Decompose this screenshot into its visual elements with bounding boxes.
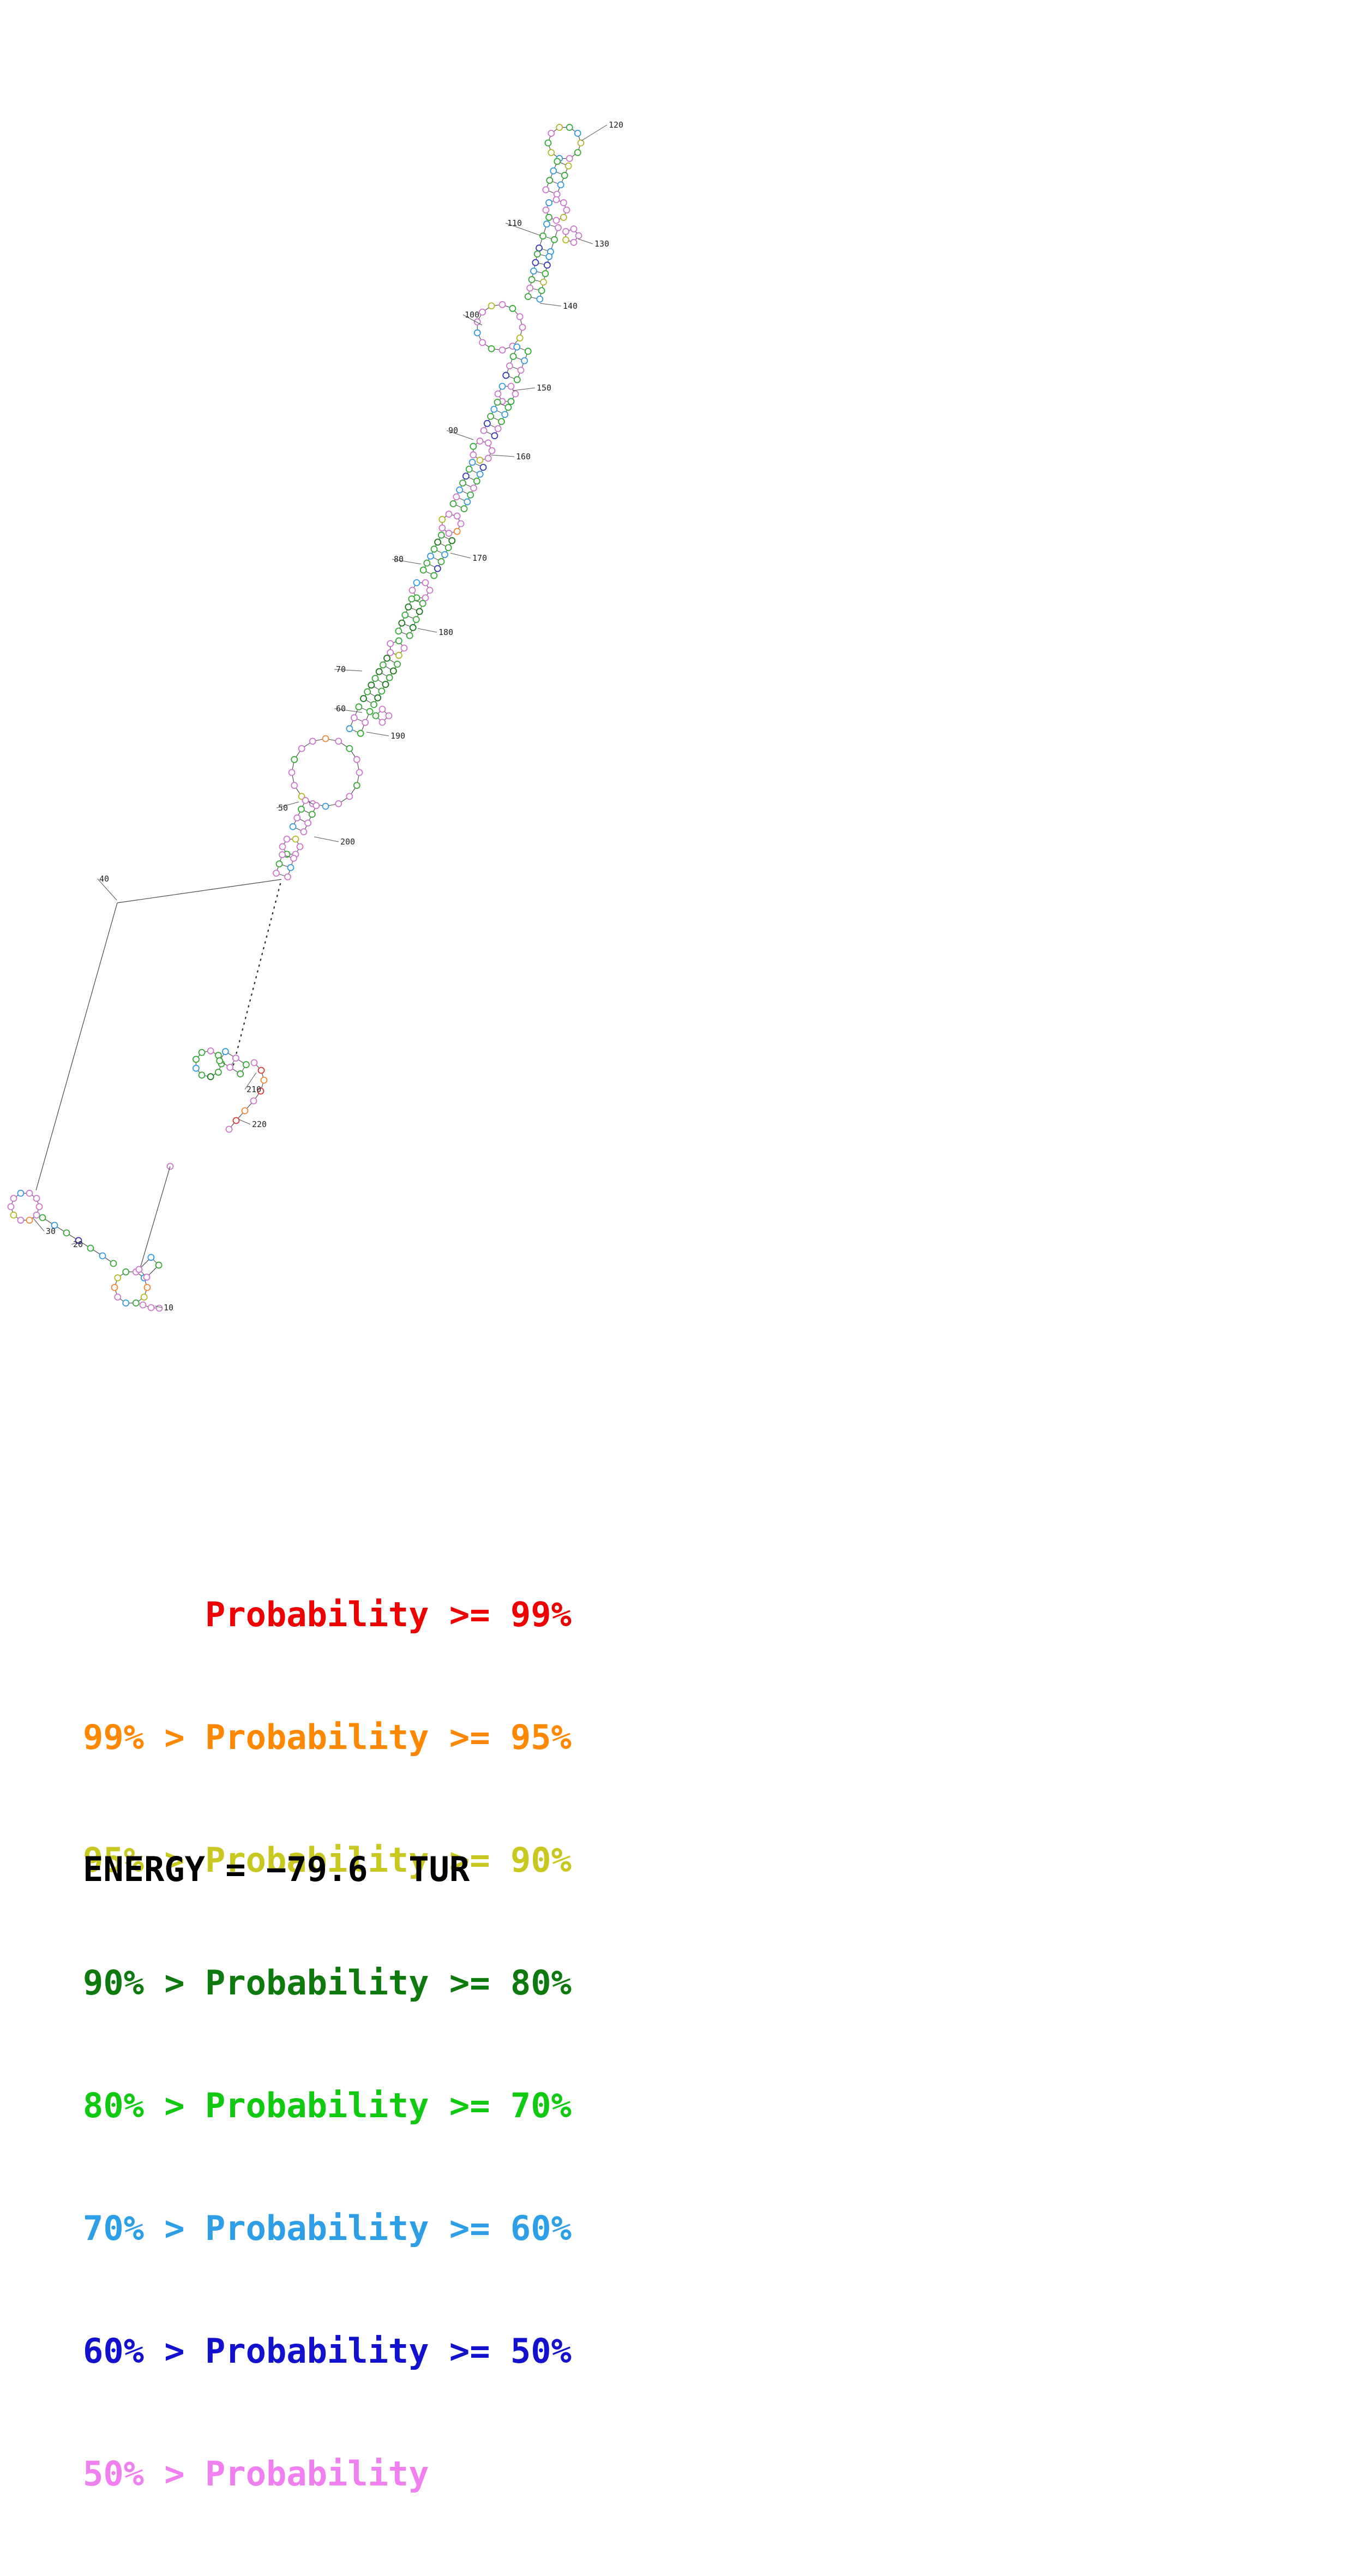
svg-text:140: 140 [563,301,578,311]
page: { "legend": { "lines": [ {"text": " Prob… [7,120,624,2494]
legend-line: 99% > Probability >= 95% [83,1717,572,1757]
svg-text:190: 190 [390,731,405,741]
svg-text:200: 200 [340,837,355,847]
probability-legend: Probability >= 99% 99% > Probability >= … [83,1512,572,2576]
svg-text:170: 170 [472,553,487,563]
legend-line: Probability >= 99% [83,1595,572,1634]
rna-structure-plot: 120 110 130 140 100 150 90 160 170 80 180 70 60 190 50… [7,120,623,2494]
svg-text:180: 180 [438,627,453,637]
svg-text:130: 130 [594,239,609,249]
legend-line: 60% > Probability >= 50% [83,2331,572,2371]
svg-text:220: 220 [252,1119,267,1129]
svg-text:150: 150 [537,383,551,393]
svg-text:20: 20 [73,1239,83,1249]
svg-text:30: 30 [46,1226,56,1236]
legend-line: 50% > Probability [83,2454,429,2494]
svg-text:70: 70 [336,664,346,674]
svg-text:50: 50 [278,803,288,813]
svg-text:60: 60 [336,704,346,714]
energy-label: ENERGY = −79.6 TUR [83,1849,470,1889]
svg-text:80: 80 [394,554,404,564]
svg-text:10: 10 [164,1303,173,1313]
svg-text:120: 120 [609,120,623,130]
svg-text:110: 110 [507,218,522,228]
svg-text:40: 40 [99,874,109,884]
svg-text:210: 210 [247,1085,261,1094]
svg-text:160: 160 [516,452,531,462]
svg-text:100: 100 [465,310,479,320]
structure-svg: 120 110 130 140 100 150 90 160 170 80 180 70 60 190 50… [7,120,623,1313]
legend-line: 80% > Probability >= 70% [83,2086,572,2125]
svg-text:90: 90 [448,426,458,435]
legend-line: 70% > Probability >= 60% [83,2208,572,2248]
legend-line: 90% > Probability >= 80% [83,1963,572,2003]
legend-line: 95% > Probability >= 90% [83,1840,572,1880]
